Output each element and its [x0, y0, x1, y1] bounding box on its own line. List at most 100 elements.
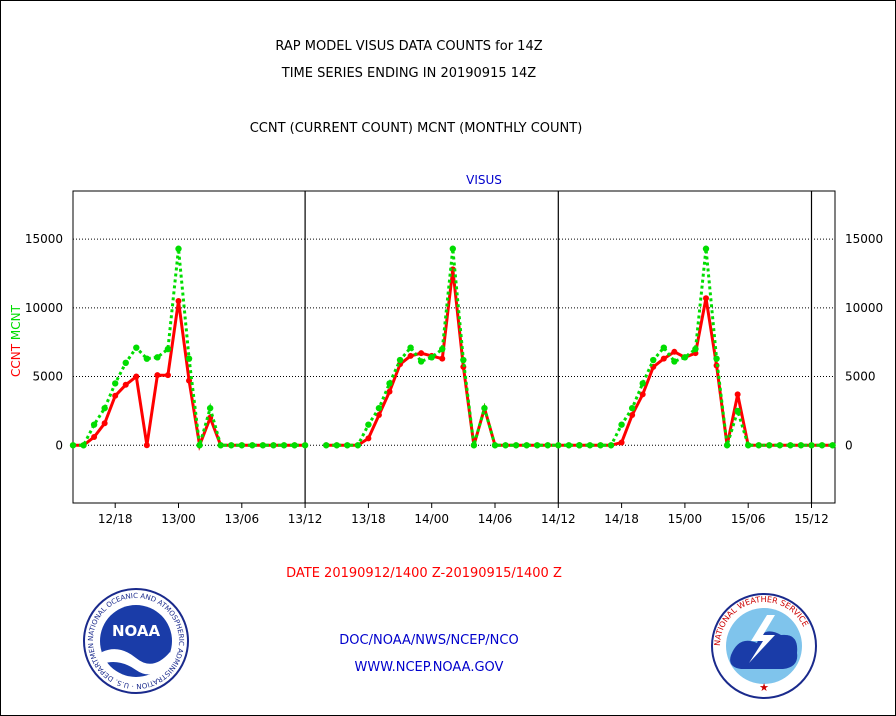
mcnt-point	[301, 442, 309, 449]
mcnt-point	[228, 442, 235, 449]
website-label: WWW.NCEP.NOAA.GOV	[354, 660, 504, 675]
mcnt-point	[217, 442, 224, 449]
x-tick-label: 14/06	[478, 512, 513, 526]
mcnt-point	[808, 442, 815, 449]
y-tick-label-right: 0	[845, 438, 853, 452]
mcnt-point	[386, 380, 393, 387]
mcnt-point	[460, 356, 467, 364]
mcnt-point	[491, 442, 499, 449]
ccnt-point	[175, 297, 182, 304]
chart-title-line-1: RAP MODEL VISUS DATA COUNTS for 14Z	[275, 39, 543, 54]
mcnt-point	[586, 442, 594, 449]
x-tick-label: 13/12	[288, 512, 323, 526]
mcnt-point	[681, 354, 689, 361]
mcnt-point	[555, 442, 562, 449]
mcnt-point	[323, 442, 330, 449]
mcnt-point	[639, 380, 646, 387]
svg-text:★: ★	[759, 681, 769, 694]
mcnt-point	[428, 354, 435, 361]
mcnt-point	[797, 442, 805, 449]
mcnt-point	[692, 345, 699, 353]
noaa-logo-text: NOAA	[112, 622, 161, 640]
y-axis-label-ccnt: CCNT	[9, 343, 23, 377]
mcnt-point	[766, 442, 773, 449]
mcnt-point	[259, 442, 267, 449]
mcnt-point	[650, 356, 657, 364]
mcnt-point	[196, 442, 203, 449]
mcnt-point	[112, 380, 119, 387]
mcnt-point	[702, 245, 710, 252]
mcnt-line	[579, 248, 833, 447]
mcnt-point	[755, 442, 762, 449]
y-axis-label-mcnt: MCNT	[9, 304, 23, 344]
mcnt-point	[122, 359, 129, 367]
mcnt-point	[776, 442, 784, 449]
mcnt-point	[618, 421, 625, 428]
mcnt-point	[280, 442, 288, 449]
x-tick-label: 15/00	[668, 512, 703, 526]
mcnt-point	[344, 442, 351, 449]
mcnt-point	[628, 404, 636, 412]
mcnt-point	[713, 355, 720, 362]
ccnt-point	[660, 355, 667, 362]
y-tick-label-left: 0	[55, 438, 63, 452]
mcnt-point	[270, 442, 277, 449]
ccnt-point	[734, 391, 741, 398]
mcnt-point	[154, 354, 161, 361]
y-tick-label-right: 15000	[845, 232, 883, 246]
x-tick-label: 14/12	[541, 512, 576, 526]
panel-title: VISUS	[466, 173, 502, 187]
mcnt-point	[354, 442, 362, 449]
ccnt-point	[618, 439, 625, 446]
mcnt-point	[164, 345, 172, 353]
mcnt-point	[449, 245, 456, 252]
mcnt-point	[291, 442, 298, 449]
mcnt-point	[597, 442, 604, 449]
mcnt-point	[101, 404, 108, 412]
mcnt-point	[470, 442, 478, 449]
ccnt-line	[326, 269, 580, 447]
x-tick-label: 13/18	[351, 512, 386, 526]
ccnt-point	[375, 412, 382, 419]
mcnt-point	[576, 442, 583, 449]
ccnt-point	[101, 420, 108, 427]
x-tick-label: 15/12	[794, 512, 829, 526]
mcnt-point	[90, 421, 98, 428]
mcnt-point	[481, 404, 488, 412]
mcnt-point	[143, 355, 151, 362]
mcnt-point	[818, 442, 826, 449]
ccnt-point	[365, 435, 372, 442]
y-tick-label-left: 5000	[32, 370, 63, 384]
mcnt-point	[512, 442, 520, 449]
y-axis-label: CCNT MCNT	[9, 304, 23, 377]
mcnt-point	[417, 358, 425, 365]
ccnt-point	[407, 352, 414, 359]
mcnt-point	[238, 442, 245, 449]
y-tick-label-right: 10000	[845, 301, 883, 315]
mcnt-point	[565, 442, 573, 449]
mcnt-point	[206, 404, 214, 412]
ccnt-point	[91, 434, 98, 441]
mcnt-point	[133, 344, 140, 351]
mcnt-point	[829, 442, 836, 449]
y-tick-label-right: 5000	[845, 370, 876, 384]
mcnt-point	[69, 442, 77, 449]
ccnt-point	[143, 442, 150, 449]
mcnt-point	[787, 442, 794, 449]
mcnt-point	[544, 442, 551, 449]
x-tick-label: 12/18	[98, 512, 133, 526]
ccnt-point	[154, 372, 161, 379]
mcnt-point	[671, 358, 678, 365]
ccnt-point	[133, 373, 140, 380]
ccnt-point	[439, 355, 446, 362]
x-tick-label: 13/06	[225, 512, 260, 526]
ccnt-point	[386, 388, 393, 395]
nws-logo: NATIONAL WEATHER SERVICE ★	[711, 593, 817, 699]
mcnt-point	[407, 344, 414, 351]
mcnt-point	[534, 442, 541, 449]
mcnt-point	[249, 442, 256, 449]
mcnt-point	[396, 356, 404, 364]
mcnt-point	[523, 442, 530, 449]
mcnt-point	[660, 344, 667, 351]
